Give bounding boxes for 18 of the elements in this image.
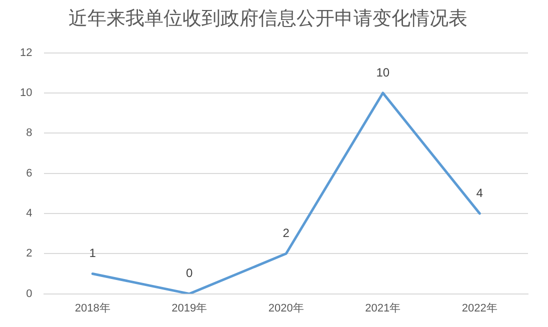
x-tick-label: 2022年: [462, 302, 498, 314]
x-tick-label: 2020年: [268, 302, 304, 314]
y-tick-label: 0: [26, 288, 32, 300]
data-label: 10: [376, 65, 390, 80]
y-tick-label: 8: [26, 127, 32, 140]
x-tick-label: 2021年: [365, 302, 401, 314]
chart-title: 近年来我单位收到政府信息公开申请变化情况表: [68, 8, 468, 30]
data-label: 2: [282, 226, 290, 240]
data-label: 0: [186, 266, 194, 280]
y-tick-label: 6: [26, 167, 32, 180]
x-tick-label: 2018年: [74, 302, 110, 314]
data-label: 4: [476, 186, 484, 200]
y-tick-label: 2: [26, 248, 32, 260]
x-tick-label: 2019年: [172, 302, 208, 314]
y-tick-label: 4: [26, 208, 32, 220]
data-label: 1: [89, 246, 96, 260]
y-tick-label: 12: [20, 46, 32, 59]
y-tick-label: 10: [20, 87, 32, 99]
